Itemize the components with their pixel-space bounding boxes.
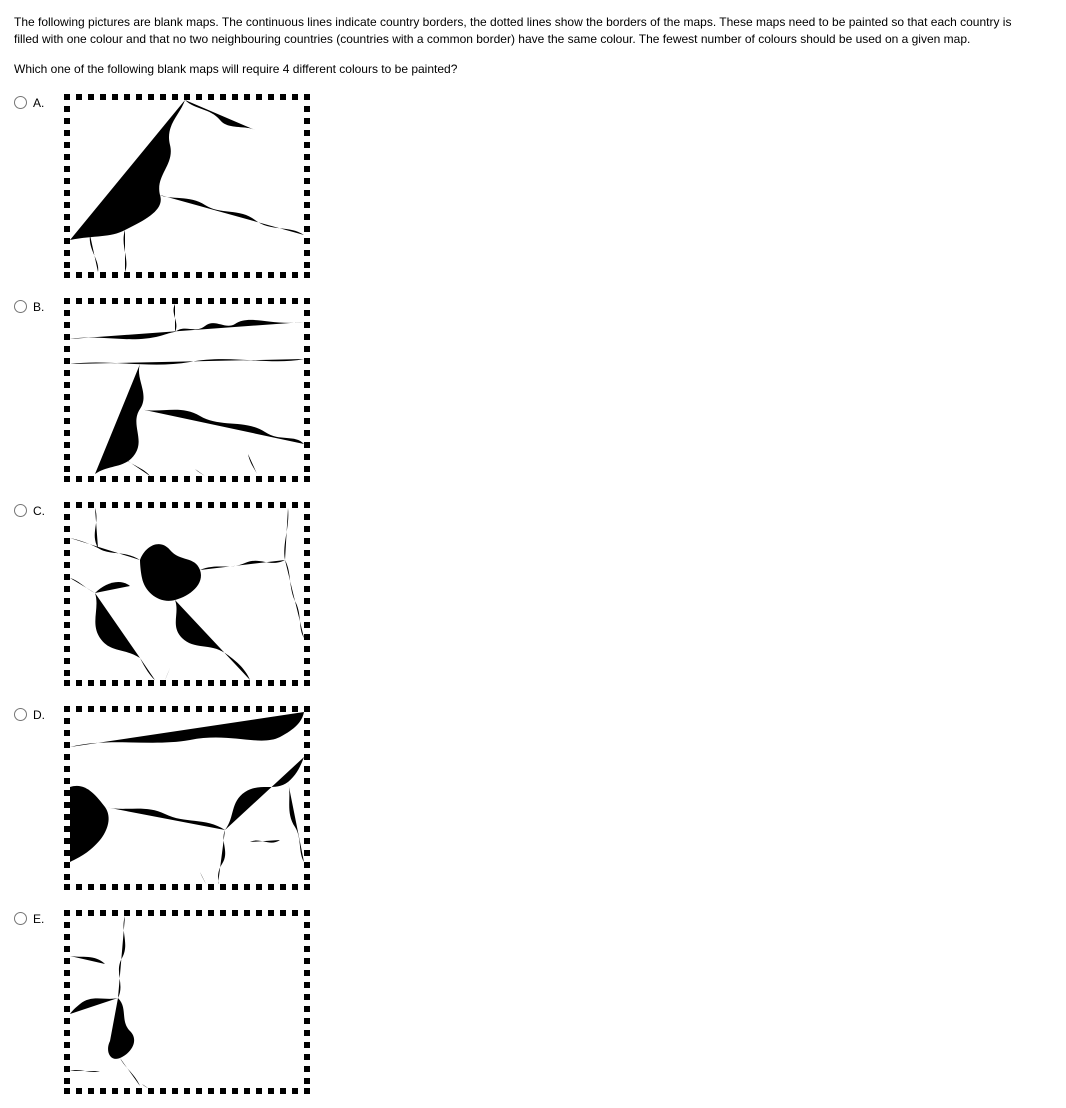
country-border [70, 956, 105, 964]
option-row: C. [14, 502, 1052, 686]
intro-text: The following pictures are blank maps. T… [14, 14, 1034, 48]
country-border [142, 1084, 148, 1088]
country-border [108, 998, 134, 1059]
map-svg [70, 304, 304, 476]
option-label: D. [33, 708, 45, 722]
option-radio[interactable] [14, 504, 27, 517]
option-row: E. [14, 910, 1052, 1094]
option-label: C. [33, 504, 45, 518]
country-border [195, 469, 205, 476]
option-radio-group: D. [14, 706, 54, 722]
option-radio[interactable] [14, 912, 27, 925]
option-radio-group: B. [14, 298, 54, 314]
country-border [285, 560, 304, 638]
country-border [105, 807, 225, 830]
country-border [70, 712, 304, 747]
country-border [118, 916, 125, 998]
option-label: B. [33, 300, 44, 314]
country-border [125, 459, 150, 476]
country-border [95, 508, 98, 548]
country-border [70, 578, 95, 593]
map-svg [70, 100, 304, 272]
country-border [70, 320, 304, 339]
country-border [120, 1058, 140, 1086]
country-border [248, 454, 258, 476]
option-radio-group: C. [14, 502, 54, 518]
option-label: E. [33, 912, 44, 926]
country-border [70, 100, 185, 240]
option-radio-group: A. [14, 94, 54, 110]
country-border [288, 782, 304, 862]
country-border [174, 304, 177, 332]
country-border [165, 668, 170, 680]
country-border [70, 1070, 100, 1072]
country-border [70, 785, 109, 861]
country-border [95, 364, 144, 474]
country-border [95, 582, 130, 593]
country-border [140, 409, 304, 444]
country-border [70, 359, 304, 365]
country-border [250, 840, 280, 843]
option-row: B. [14, 298, 1052, 482]
country-border [200, 872, 206, 884]
map-frame [64, 94, 310, 278]
map-svg [70, 508, 304, 680]
option-radio[interactable] [14, 96, 27, 109]
option-radio-group: E. [14, 910, 54, 926]
country-border [124, 230, 127, 272]
map-frame [64, 502, 310, 686]
country-border [160, 195, 304, 235]
option-radio[interactable] [14, 300, 27, 313]
country-border [95, 593, 140, 658]
option-row: D. [14, 706, 1052, 890]
map-frame [64, 910, 310, 1094]
options-list: A. B. C. D. E. [14, 94, 1052, 1094]
country-border [140, 658, 155, 680]
country-border [284, 508, 288, 560]
country-border [200, 560, 285, 570]
country-border [90, 235, 98, 272]
country-border [70, 998, 118, 1014]
option-row: A. [14, 94, 1052, 278]
country-border [185, 100, 255, 130]
country-border [175, 600, 250, 680]
option-label: A. [33, 96, 44, 110]
map-svg [70, 712, 304, 884]
country-border [218, 830, 225, 884]
map-svg [70, 916, 304, 1088]
option-radio[interactable] [14, 708, 27, 721]
question-text: Which one of the following blank maps wi… [14, 62, 1052, 76]
country-border [70, 538, 140, 560]
map-frame [64, 298, 310, 482]
country-border [140, 544, 201, 601]
map-frame [64, 706, 310, 890]
